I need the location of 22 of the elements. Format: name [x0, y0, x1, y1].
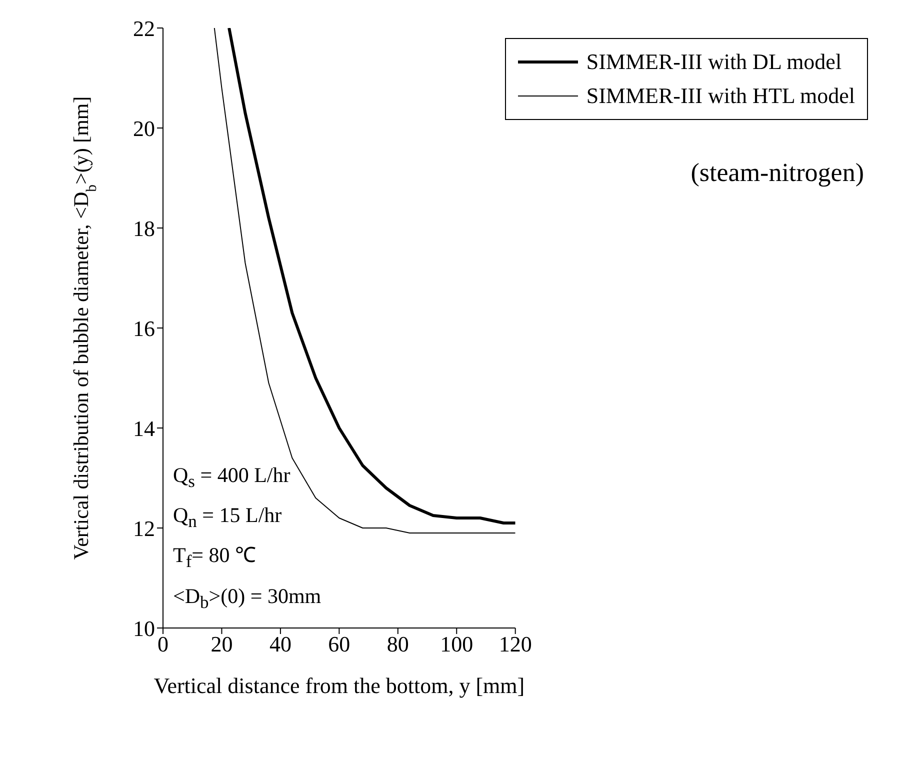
annotation: Q$_{n}$ = 15 L/hr — [173, 502, 283, 534]
y-tick-label: 16 — [133, 316, 155, 341]
y-tick-label: 20 — [133, 116, 155, 141]
legend-label: SIMMER-III with DL model — [586, 48, 842, 76]
annotation: <D$_{b}$>(0) = 30mm — [173, 582, 322, 614]
x-axis-title: Vertical distance from the bottom, y [mm] — [154, 673, 525, 698]
legend-label: SIMMER-III with HTL model — [586, 82, 855, 110]
x-tick-label: 120 — [498, 632, 532, 657]
x-tick-label: 40 — [269, 632, 292, 657]
y-tick-label: 10 — [133, 616, 155, 641]
x-tick-label: 80 — [386, 632, 409, 657]
x-tick-label: 100 — [440, 632, 474, 657]
x-tick-label: 60 — [328, 632, 350, 657]
annotation: T$_{f}$= 80 ℃ — [173, 542, 257, 574]
text: (steam-nitrogen) — [690, 158, 864, 188]
y-tick-label: 14 — [133, 416, 155, 441]
x-tick-label: 0 — [158, 632, 168, 657]
y-tick-label: 18 — [133, 216, 155, 241]
y-tick-label: 12 — [133, 516, 155, 541]
x-tick-label: 20 — [210, 632, 233, 657]
annotation: Q$_{s}$ = 400 L/hr — [173, 462, 292, 494]
y-tick-label: 22 — [133, 16, 155, 41]
